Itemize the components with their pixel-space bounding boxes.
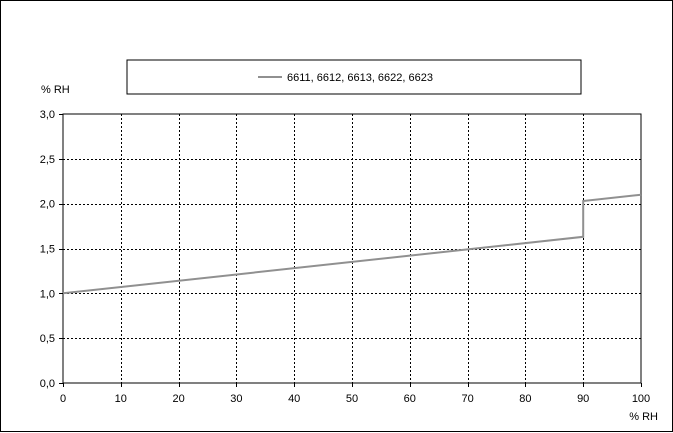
y-axis-title: % RH bbox=[41, 84, 70, 96]
x-tick-label: 100 bbox=[632, 393, 650, 405]
x-tick-label: 0 bbox=[60, 393, 66, 405]
x-tick-label: 50 bbox=[346, 393, 358, 405]
x-tick-label: 10 bbox=[115, 393, 127, 405]
series-layer bbox=[62, 193, 642, 295]
series-line bbox=[62, 193, 642, 295]
legend-box bbox=[126, 59, 582, 95]
x-tick-label: 40 bbox=[288, 393, 300, 405]
y-tick-label: 0,5 bbox=[40, 333, 55, 345]
y-tick-label: 3,0 bbox=[40, 109, 55, 121]
y-tick-label: 2,0 bbox=[40, 199, 55, 211]
x-tick-label: 90 bbox=[577, 393, 589, 405]
x-tick-label: 70 bbox=[461, 393, 473, 405]
plot-area: 0 10 20 30 40 50 60 70 80 90 100 0,0 0,5 1,0 1,5 2,0 2,5… bbox=[40, 109, 650, 405]
legend-label: 6611, 6612, 6613, 6622, 6623 bbox=[287, 72, 433, 84]
tick-labels: 0 10 20 30 40 50 60 70 80 90 100 0,0 0,5 1,0 1,5 2,0 2,5… bbox=[40, 109, 650, 405]
x-tick-label: 20 bbox=[172, 393, 184, 405]
x-axis-title: % RH bbox=[629, 411, 658, 423]
y-tick-label: 1,5 bbox=[40, 244, 55, 256]
x-tick-label: 60 bbox=[404, 393, 416, 405]
y-tick-label: 2,5 bbox=[40, 154, 55, 166]
y-tick-label: 1,0 bbox=[40, 288, 55, 300]
y-tick-label: 0,0 bbox=[40, 378, 55, 390]
grid bbox=[63, 114, 641, 383]
ticks bbox=[59, 114, 642, 387]
legend: 6611, 6612, 6613, 6622, 6623 bbox=[126, 59, 582, 95]
x-tick-label: 30 bbox=[230, 393, 242, 405]
x-tick-label: 80 bbox=[519, 393, 531, 405]
